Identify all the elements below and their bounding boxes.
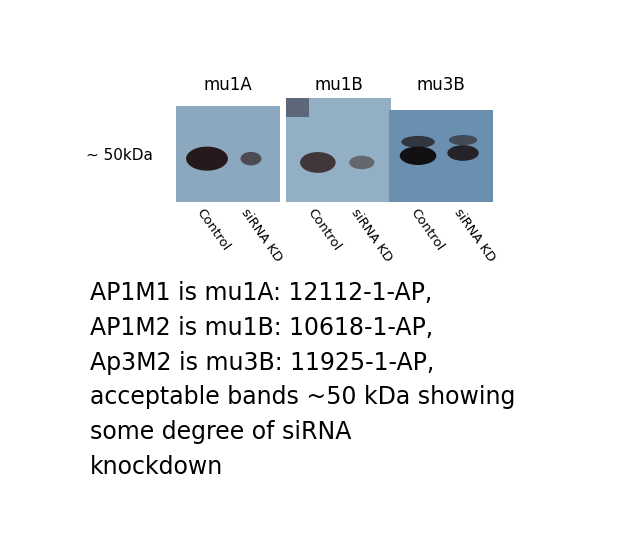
Ellipse shape bbox=[349, 156, 374, 169]
Text: mu1B: mu1B bbox=[314, 76, 363, 94]
Text: AP1M1 is mu1A: 12112-1-AP,: AP1M1 is mu1A: 12112-1-AP, bbox=[90, 281, 433, 305]
Text: AP1M2 is mu1B: 10618-1-AP,: AP1M2 is mu1B: 10618-1-AP, bbox=[90, 316, 433, 340]
Ellipse shape bbox=[241, 152, 261, 165]
Text: Ap3M2 is mu3B: 11925-1-AP,: Ap3M2 is mu3B: 11925-1-AP, bbox=[90, 351, 435, 375]
Bar bbox=[287, 98, 309, 116]
Text: knockdown: knockdown bbox=[90, 455, 224, 478]
Text: ~ 50kDa: ~ 50kDa bbox=[86, 148, 153, 164]
Text: Control: Control bbox=[194, 206, 232, 253]
Ellipse shape bbox=[401, 136, 435, 148]
Text: some degree of siRNA: some degree of siRNA bbox=[90, 420, 352, 444]
Ellipse shape bbox=[400, 147, 437, 165]
Ellipse shape bbox=[449, 135, 477, 145]
Text: acceptable bands ~50 kDa showing: acceptable bands ~50 kDa showing bbox=[90, 385, 516, 409]
Text: mu1A: mu1A bbox=[203, 76, 252, 94]
Text: Control: Control bbox=[408, 206, 445, 253]
Bar bbox=[389, 110, 493, 202]
Text: siRNA KD: siRNA KD bbox=[238, 206, 284, 264]
Ellipse shape bbox=[447, 145, 479, 161]
Text: siRNA KD: siRNA KD bbox=[349, 206, 395, 264]
Text: mu3B: mu3B bbox=[416, 76, 466, 94]
Ellipse shape bbox=[186, 147, 228, 171]
Ellipse shape bbox=[300, 152, 336, 173]
Bar bbox=[176, 106, 280, 202]
Text: siRNA KD: siRNA KD bbox=[451, 206, 497, 264]
Text: Control: Control bbox=[305, 206, 343, 253]
Bar bbox=[287, 98, 391, 202]
